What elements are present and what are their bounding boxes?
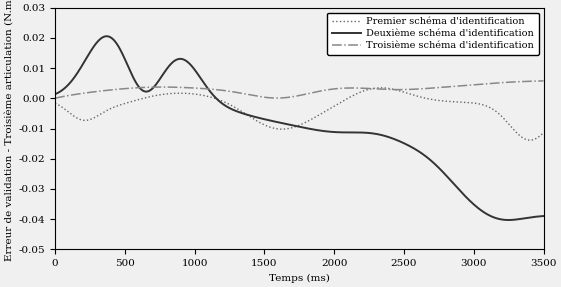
Premier schéma d'identification [378,86,384,90]
Troisième schéma d'identification [107,88,114,92]
Premier schéma d'identification [52,101,58,105]
Premier schéma d'identification [107,107,114,110]
Deuxième schéma d'identification [239,112,246,115]
Troisième schéma d'identification [540,79,547,83]
Premier schéma d'identification [260,123,267,126]
Y-axis label: Erreur de validation - Troisième articulation (N.m): Erreur de validation - Troisième articul… [4,0,13,261]
Troisième schéma d'identification [136,86,143,89]
Line: Deuxième schéma d'identification: Deuxième schéma d'identification [55,36,544,220]
Premier schéma d'identification [527,138,534,142]
Premier schéma d'identification [540,131,547,134]
Deuxième schéma d'identification [108,36,114,39]
Deuxième schéma d'identification [103,34,110,38]
Troisième schéma d'identification [260,95,267,99]
Line: Premier schéma d'identification: Premier schéma d'identification [55,88,544,140]
Troisième schéma d'identification [531,79,537,83]
Premier schéma d'identification [531,137,537,141]
Premier schéma d'identification [239,110,246,114]
Deuxième schéma d'identification [52,92,58,96]
Deuxième schéma d'identification [531,215,537,219]
Deuxième schéma d'identification [478,209,485,212]
Premier schéma d'identification [478,103,485,106]
Troisième schéma d'identification [478,82,485,86]
Legend: Premier schéma d'identification, Deuxième schéma d'identification, Troisième sch: Premier schéma d'identification, Deuxièm… [327,13,539,55]
Deuxième schéma d'identification [540,214,547,218]
Line: Troisième schéma d'identification: Troisième schéma d'identification [55,81,544,98]
Troisième schéma d'identification [52,96,58,100]
X-axis label: Temps (ms): Temps (ms) [269,274,330,283]
Deuxième schéma d'identification [260,117,267,121]
Deuxième schéma d'identification [505,218,512,222]
Premier schéma d'identification [136,98,143,101]
Deuxième schéma d'identification [136,86,143,90]
Troisième schéma d'identification [239,92,246,95]
